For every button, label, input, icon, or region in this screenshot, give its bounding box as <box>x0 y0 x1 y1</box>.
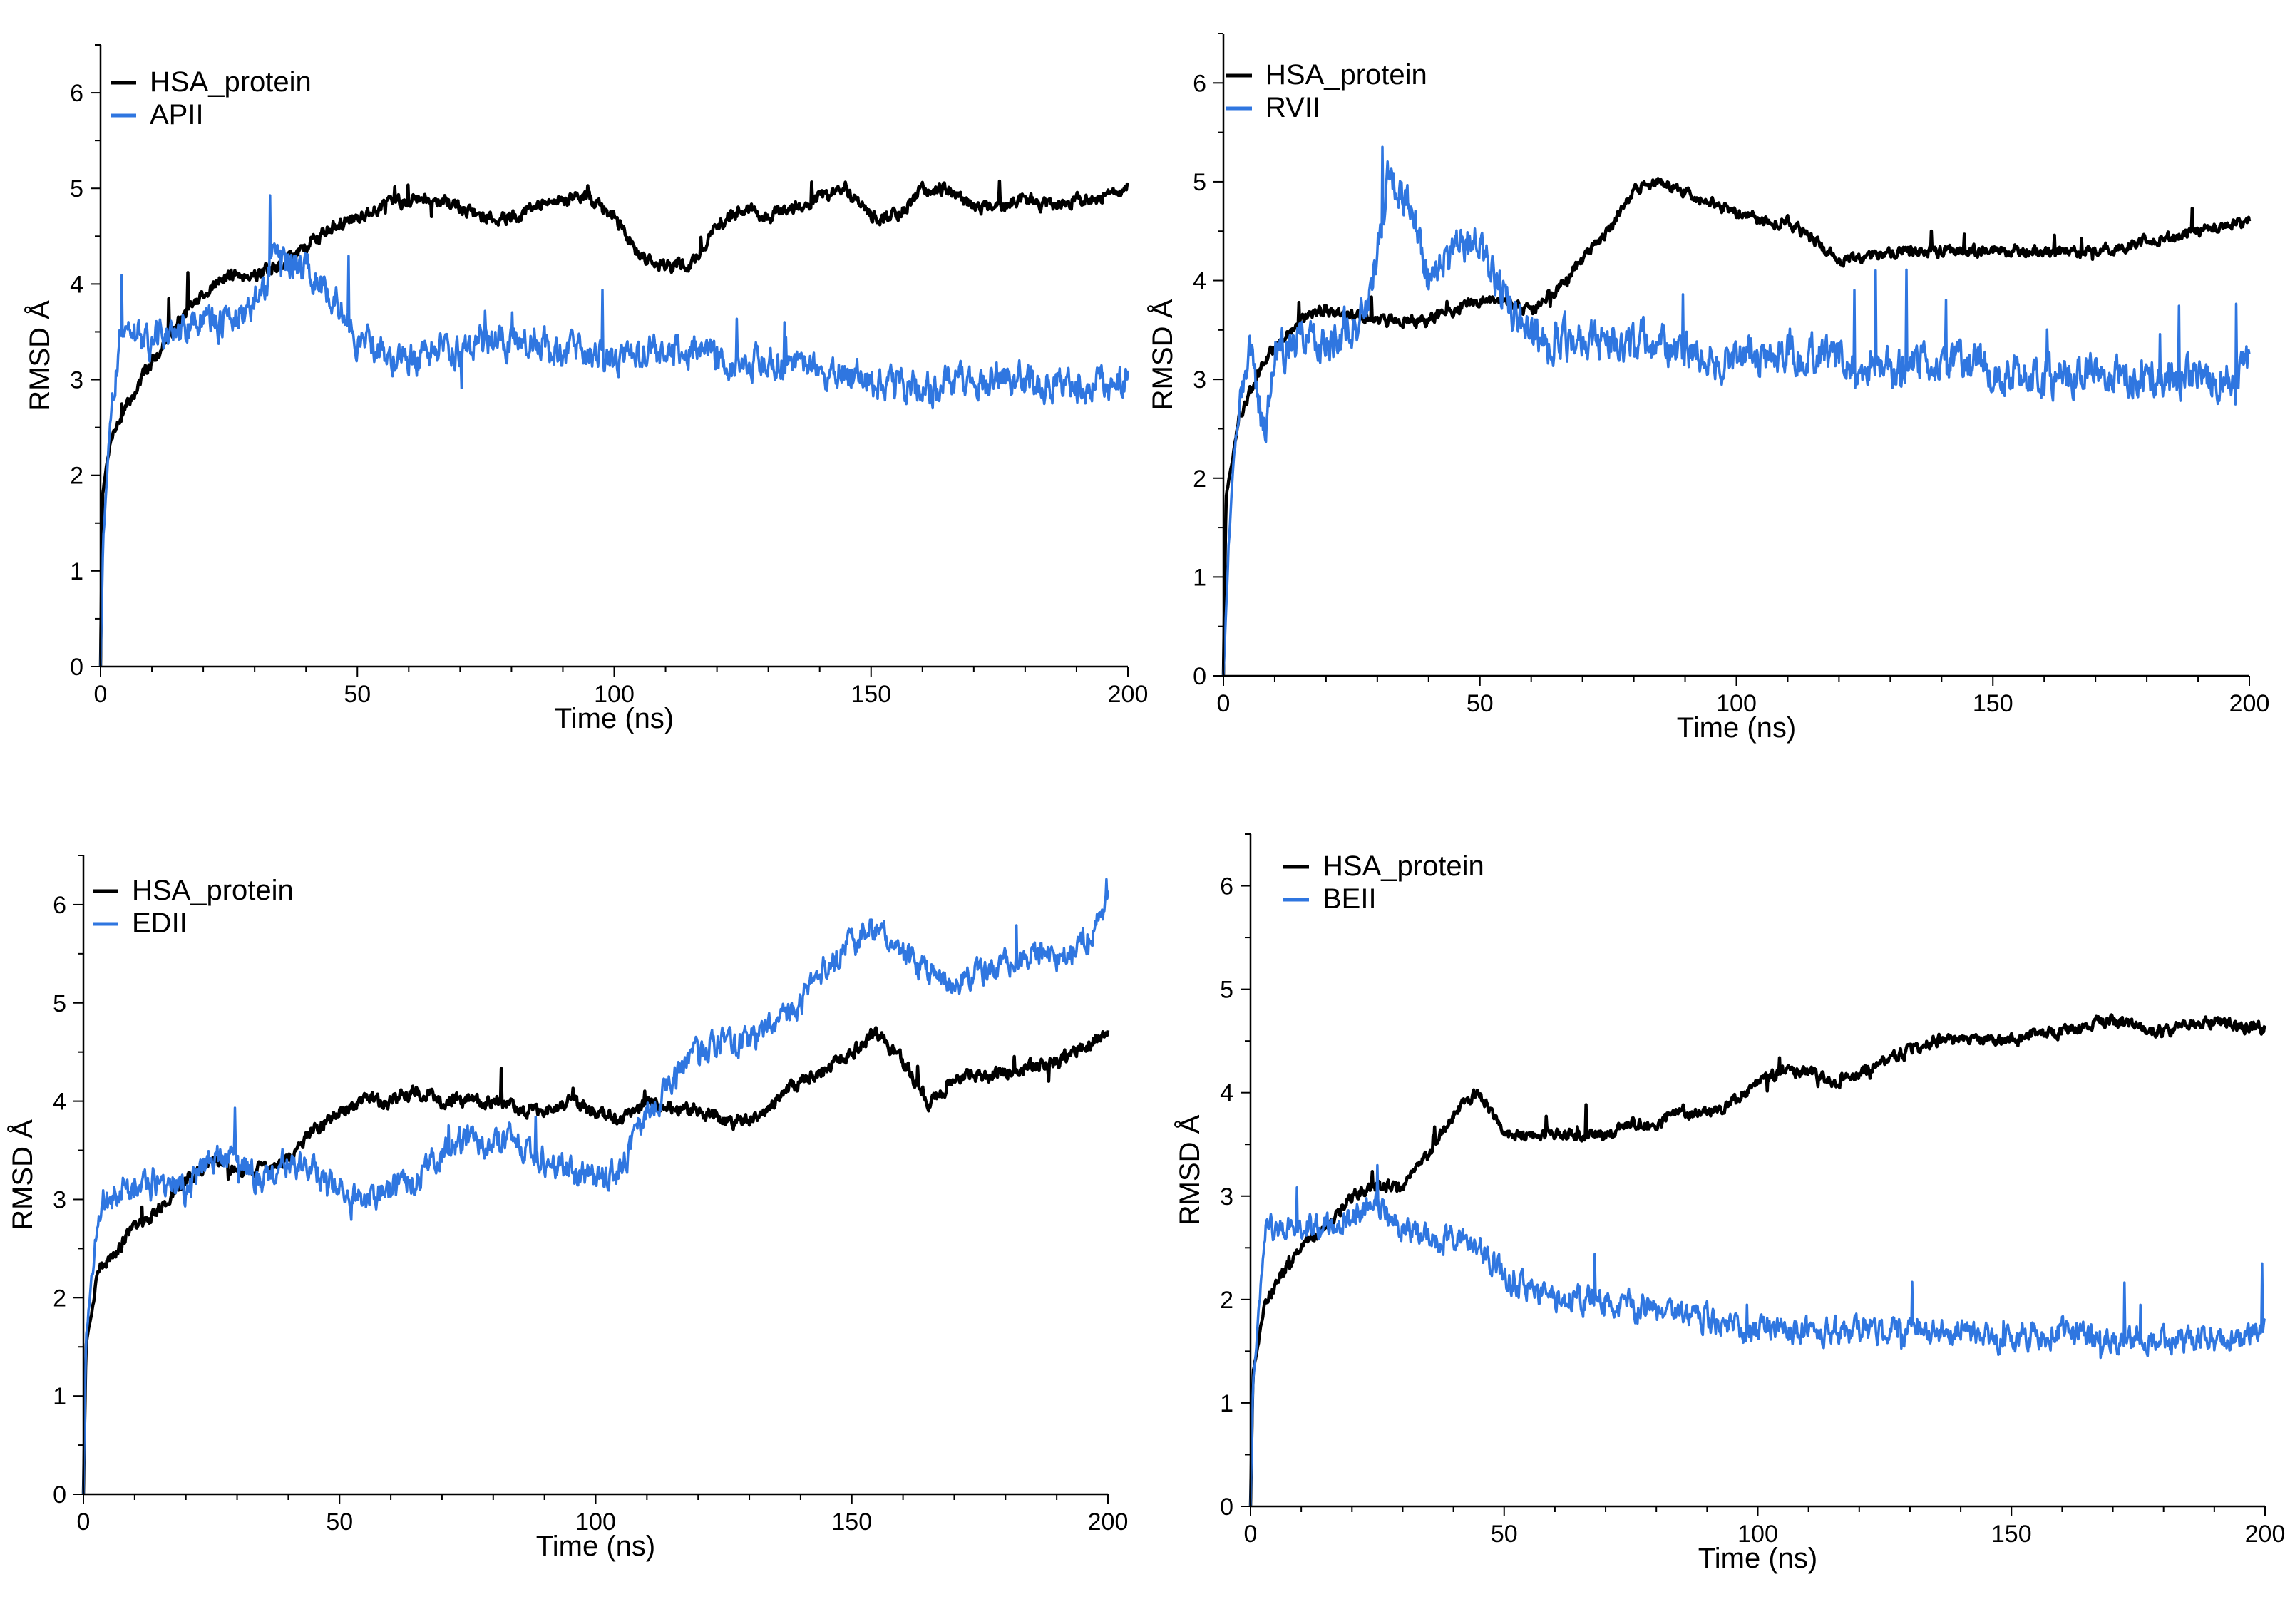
y-tick-label: 2 <box>1220 1287 1233 1314</box>
series-line-edii <box>82 878 1109 1495</box>
legend-label: HSA_protein <box>1265 59 1427 91</box>
legend-label: HSA_protein <box>132 875 294 906</box>
y-tick-label: 3 <box>1220 1183 1233 1211</box>
x-tick-label: 50 <box>1467 690 1494 717</box>
y-tick-label: 1 <box>1193 564 1206 591</box>
legend-label: HSA_protein <box>1323 850 1484 882</box>
y-tick-label: 1 <box>53 1383 66 1410</box>
y-tick-label: 3 <box>53 1186 66 1213</box>
series-line-rvii <box>1222 145 2251 677</box>
y-tick-label: 2 <box>70 463 83 490</box>
x-tick-label: 150 <box>831 1509 872 1536</box>
legend-label: APII <box>150 99 204 130</box>
y-axis-title: RMSD Å <box>6 1119 38 1230</box>
y-tick-label: 5 <box>53 990 66 1017</box>
y-tick-label: 4 <box>70 271 83 298</box>
x-axis-title: Time (ns) <box>1677 712 1796 744</box>
x-tick-label: 0 <box>1217 690 1231 717</box>
legend-label: HSA_protein <box>150 66 312 98</box>
y-axis-title: RMSD Å <box>1146 299 1179 410</box>
x-tick-label: 200 <box>1088 1509 1129 1536</box>
x-tick-label: 100 <box>1737 1521 1778 1548</box>
chart-panel-bottom-left: 0 50 100 150 200 0 1 2 3 4 5 6 Time (ns) RMSD Å HSA_pr… <box>6 855 1128 1562</box>
y-tick-label: 4 <box>1220 1080 1233 1107</box>
y-tick-label: 4 <box>53 1089 66 1116</box>
series-line-beii <box>1249 1163 2266 1507</box>
x-axis-title: Time (ns) <box>555 703 674 734</box>
y-axis-title: RMSD Å <box>24 300 56 411</box>
x-tick-label: 100 <box>1716 690 1757 717</box>
y-tick-label: 5 <box>1220 977 1233 1004</box>
y-tick-label: 6 <box>1220 873 1233 900</box>
y-tick-label: 1 <box>1220 1390 1233 1417</box>
legend-label: BEII <box>1323 883 1377 915</box>
x-tick-label: 150 <box>851 681 891 708</box>
y-tick-label: 2 <box>53 1285 66 1312</box>
chart-panel-top-right: 0 50 100 150 200 0 1 2 3 4 5 6 Time (ns) RMSD Å HSA_pr… <box>1146 33 2270 744</box>
y-tick-label: 3 <box>1193 366 1206 394</box>
series-line-apii <box>99 194 1129 667</box>
chart-panel-bottom-right: 0 50 100 150 200 0 1 2 3 4 5 6 Time (ns) RMSD Å HSA_pr… <box>1174 833 2286 1574</box>
series-line-hsa-protein <box>1221 177 2252 677</box>
x-tick-label: 0 <box>77 1509 91 1536</box>
y-tick-label: 1 <box>70 558 83 585</box>
legend-label: RVII <box>1265 92 1320 123</box>
y-tick-label: 4 <box>1193 268 1206 295</box>
x-tick-label: 150 <box>1973 690 2013 717</box>
x-tick-label: 50 <box>1491 1521 1518 1548</box>
y-tick-label: 3 <box>70 367 83 394</box>
x-tick-label: 100 <box>575 1509 616 1536</box>
x-tick-label: 200 <box>2245 1521 2286 1548</box>
y-tick-label: 0 <box>1220 1494 1233 1521</box>
y-tick-label: 0 <box>70 654 83 681</box>
x-tick-label: 100 <box>594 681 635 708</box>
x-axis-title: Time (ns) <box>536 1531 655 1562</box>
series-line-hsa-protein <box>98 179 1130 667</box>
x-axis-title: Time (ns) <box>1698 1543 1817 1574</box>
x-tick-label: 150 <box>1991 1521 2032 1548</box>
y-axis-title: RMSD Å <box>1174 1114 1206 1225</box>
x-tick-label: 200 <box>2229 690 2270 717</box>
y-tick-label: 5 <box>70 175 83 202</box>
x-tick-label: 50 <box>326 1509 353 1536</box>
x-tick-label: 200 <box>1108 681 1149 708</box>
y-tick-label: 2 <box>1193 466 1206 493</box>
x-tick-label: 50 <box>344 681 371 708</box>
y-tick-label: 6 <box>53 892 66 919</box>
y-tick-label: 0 <box>1193 663 1206 690</box>
chart-panel-top-left: 0 50 100 150 200 0 1 2 3 4 5 6 Time (ns) RMSD Å HSA_pr… <box>24 44 1149 734</box>
series-line-hsa-protein <box>1248 1013 2266 1507</box>
x-tick-label: 0 <box>1244 1521 1258 1548</box>
x-tick-label: 0 <box>94 681 108 708</box>
legend-label: EDII <box>132 908 188 939</box>
y-tick-label: 5 <box>1193 169 1206 196</box>
y-tick-label: 0 <box>53 1481 66 1509</box>
series-line-hsa-protein <box>81 1026 1110 1495</box>
y-tick-label: 6 <box>1193 70 1206 97</box>
y-tick-label: 6 <box>70 80 83 107</box>
